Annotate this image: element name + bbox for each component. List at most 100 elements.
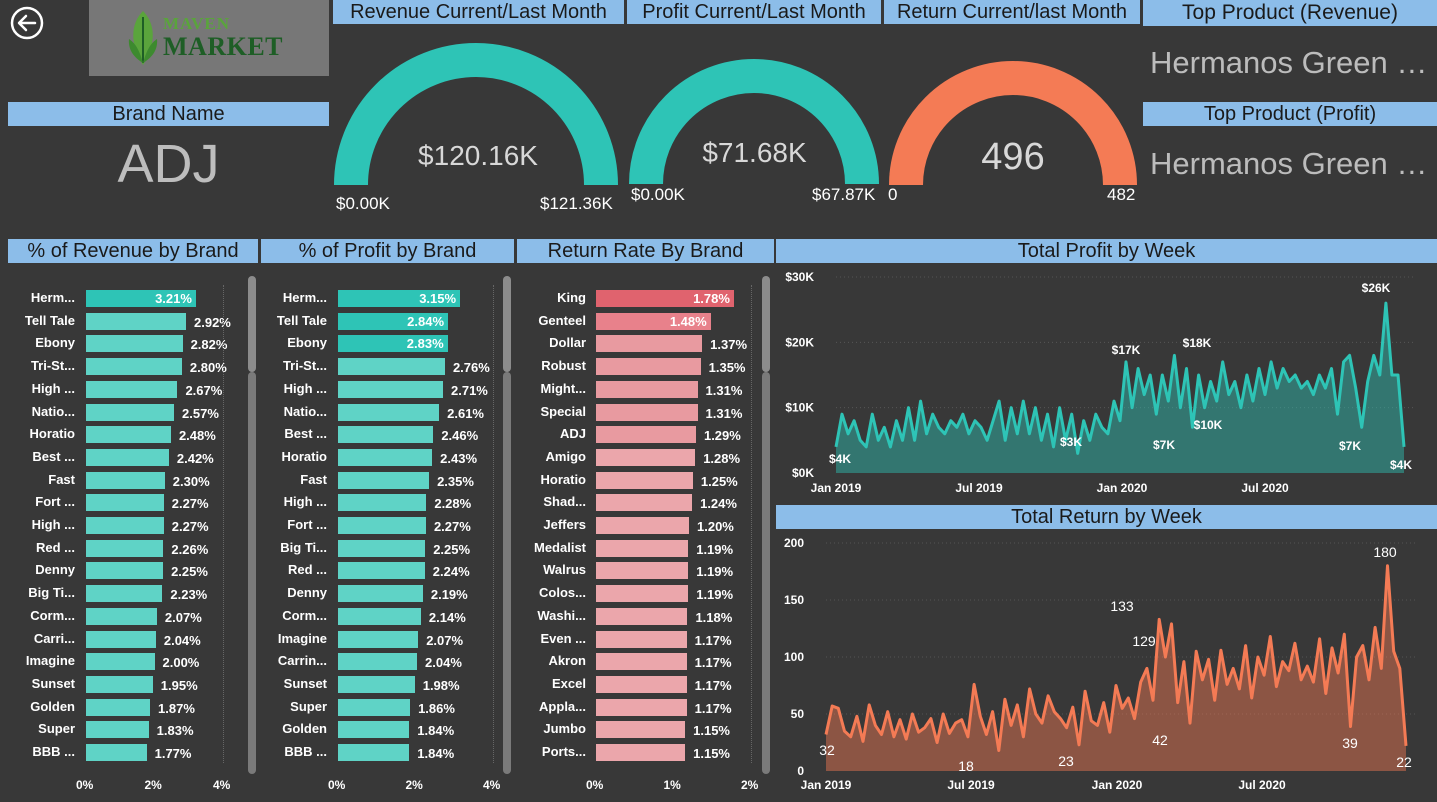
bar[interactable]	[86, 403, 175, 421]
return_by_brand-row[interactable]: Special 1.31%	[0, 403, 780, 423]
bar[interactable]	[596, 585, 689, 603]
revenue_by_brand-row[interactable]: High ... 2.67%	[0, 380, 780, 400]
profit_by_brand-row[interactable]: Best ... 2.46%	[0, 425, 780, 445]
profit_by_brand-row[interactable]: Herm... 3.15%	[0, 289, 780, 309]
revenue_by_brand-row[interactable]: Golden 1.87%	[0, 698, 780, 718]
revenue_by_brand-row[interactable]: Carri... 2.04%	[0, 630, 780, 650]
bar[interactable]	[596, 607, 688, 625]
bar[interactable]	[596, 290, 734, 307]
bar[interactable]	[596, 698, 687, 716]
bar[interactable]	[596, 721, 686, 739]
series-line[interactable]	[834, 301, 1406, 455]
profit_by_brand-row[interactable]: Ebony 2.83%	[0, 334, 780, 354]
bar[interactable]	[86, 653, 155, 671]
return_by_brand-row[interactable]: Dollar 1.37%	[0, 334, 780, 354]
revenue_by_brand-row[interactable]: Ebony 2.82%	[0, 334, 780, 354]
revenue_by_brand-row[interactable]: Corm... 2.07%	[0, 607, 780, 627]
bar[interactable]	[596, 380, 698, 398]
revenue_by_brand-row[interactable]: Herm... 3.21%	[0, 289, 780, 309]
bar[interactable]	[338, 698, 411, 716]
bar[interactable]	[338, 494, 427, 512]
profit_by_brand-row[interactable]: Red ... 2.24%	[0, 561, 780, 581]
revenue_by_brand-row[interactable]: Tri-St... 2.80%	[0, 357, 780, 377]
bar[interactable]	[596, 653, 687, 671]
revenue_by_brand-row[interactable]: BBB ... 1.77%	[0, 743, 780, 763]
return_by_brand-row[interactable]: Genteel 1.48%	[0, 312, 780, 332]
bar[interactable]	[338, 403, 440, 421]
return_by_brand-row[interactable]: Horatio 1.25%	[0, 471, 780, 491]
bar[interactable]	[338, 290, 461, 307]
bar[interactable]	[86, 585, 163, 603]
bar[interactable]	[596, 630, 687, 648]
revenue_by_brand-row[interactable]: High ... 2.27%	[0, 516, 780, 536]
return-chart-scrollbar[interactable]	[762, 276, 770, 372]
profit_by_brand-row[interactable]: Corm... 2.14%	[0, 607, 780, 627]
bar[interactable]	[86, 539, 164, 557]
return_by_brand-row[interactable]: Akron 1.17%	[0, 652, 780, 672]
bar[interactable]	[338, 539, 426, 557]
return_by_brand-row[interactable]: Medalist 1.19%	[0, 539, 780, 559]
profit-chart-scrollbar-track[interactable]	[503, 372, 511, 774]
bar[interactable]	[596, 539, 689, 557]
revenue_by_brand-row[interactable]: Big Ti... 2.23%	[0, 584, 780, 604]
bar[interactable]	[86, 562, 164, 580]
bar[interactable]	[338, 358, 445, 376]
return_by_brand-row[interactable]: Jeffers 1.20%	[0, 516, 780, 536]
bar[interactable]	[86, 698, 151, 716]
bar[interactable]	[86, 517, 164, 534]
return_by_brand-row[interactable]: Shad... 1.24%	[0, 493, 780, 513]
revenue_by_brand-row[interactable]: Tell Tale 2.92%	[0, 312, 780, 332]
bar[interactable]	[86, 675, 153, 693]
profit_by_brand-row[interactable]: Natio... 2.61%	[0, 403, 780, 423]
revenue_by_brand-row[interactable]: Sunset 1.95%	[0, 675, 780, 695]
return_by_brand-row[interactable]: Washi... 1.18%	[0, 607, 780, 627]
bar[interactable]	[596, 403, 698, 421]
bar[interactable]	[338, 312, 449, 330]
revenue_by_brand-row[interactable]: Denny 2.25%	[0, 561, 780, 581]
bar[interactable]	[596, 426, 696, 444]
bar[interactable]	[338, 607, 421, 625]
bar[interactable]	[596, 471, 693, 489]
bar[interactable]	[338, 448, 433, 466]
bar[interactable]	[86, 335, 183, 353]
profit_by_brand-row[interactable]: Carrin... 2.04%	[0, 652, 780, 672]
return_by_brand-row[interactable]: Excel 1.17%	[0, 675, 780, 695]
return_by_brand-row[interactable]: Colos... 1.19%	[0, 584, 780, 604]
profit_by_brand-row[interactable]: High ... 2.28%	[0, 493, 780, 513]
return_by_brand-row[interactable]: Walrus 1.19%	[0, 561, 780, 581]
return_by_brand-row[interactable]: Jumbo 1.15%	[0, 720, 780, 740]
return_by_brand-row[interactable]: ADJ 1.29%	[0, 425, 780, 445]
profit_by_brand-row[interactable]: BBB ... 1.84%	[0, 743, 780, 763]
bar[interactable]	[86, 607, 157, 625]
bar[interactable]	[338, 653, 418, 671]
bar[interactable]	[596, 448, 696, 466]
bar[interactable]	[338, 585, 423, 603]
bar[interactable]	[86, 358, 182, 376]
bar[interactable]	[86, 494, 164, 512]
revenue_by_brand-row[interactable]: Red ... 2.26%	[0, 539, 780, 559]
bar[interactable]	[86, 312, 186, 330]
bar[interactable]	[338, 426, 434, 444]
profit_by_brand-row[interactable]: Tell Tale 2.84%	[0, 312, 780, 332]
bar[interactable]	[338, 675, 415, 693]
bar[interactable]	[338, 380, 443, 398]
revenue_by_brand-row[interactable]: Fort ... 2.27%	[0, 493, 780, 513]
return_by_brand-row[interactable]: Ports... 1.15%	[0, 743, 780, 763]
bar[interactable]	[596, 744, 686, 761]
return-chart-scrollbar-track[interactable]	[762, 372, 770, 774]
bar[interactable]	[86, 426, 171, 444]
profit-chart-scrollbar[interactable]	[503, 276, 511, 372]
profit_by_brand-row[interactable]: Tri-St... 2.76%	[0, 357, 780, 377]
profit_by_brand-row[interactable]: Sunset 1.98%	[0, 675, 780, 695]
back-button[interactable]	[10, 6, 44, 40]
series-line[interactable]	[824, 564, 1408, 752]
profit_by_brand-row[interactable]: Big Ti... 2.25%	[0, 539, 780, 559]
return_by_brand-row[interactable]: Appla... 1.17%	[0, 698, 780, 718]
bar[interactable]	[596, 335, 703, 353]
bar[interactable]	[86, 448, 169, 466]
bar[interactable]	[338, 744, 410, 761]
bar[interactable]	[338, 335, 448, 353]
bar[interactable]	[86, 744, 147, 761]
bar[interactable]	[596, 358, 701, 376]
bar[interactable]	[338, 471, 430, 489]
